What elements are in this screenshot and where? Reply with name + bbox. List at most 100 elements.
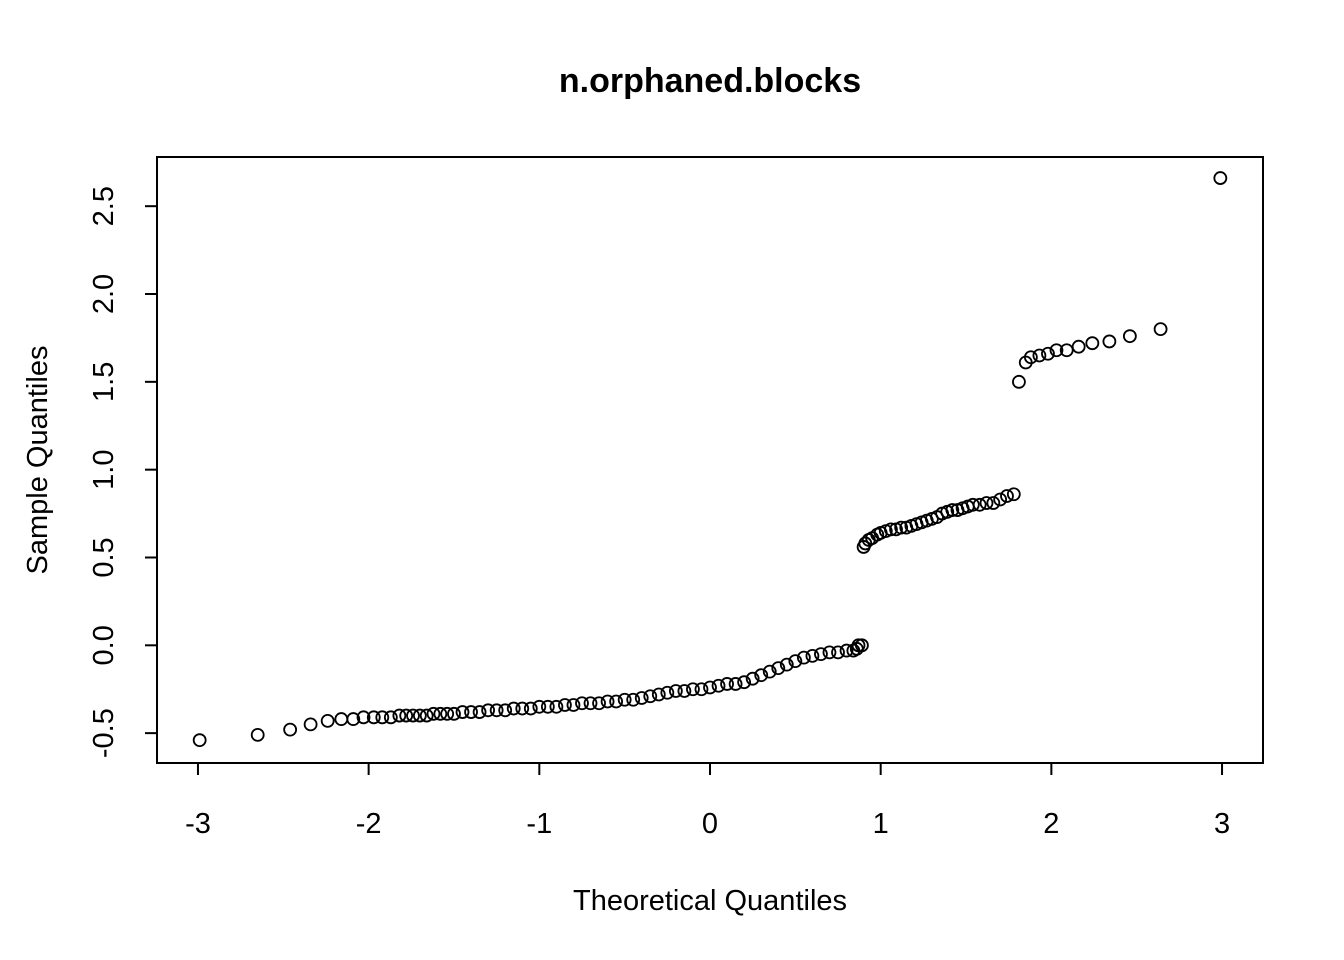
data-point [558,698,572,712]
data-point [440,706,455,721]
data-point [472,705,487,719]
data-point [1032,348,1047,363]
data-point [651,687,666,702]
x-tick-label: -3 [185,808,211,840]
data-point [711,678,726,693]
data-point [617,692,632,707]
data-point [192,733,207,748]
y-axis: -0.5 0.0 0.5 1.0 1.5 2.0 2.5 [88,186,158,758]
data-point [634,691,649,705]
data-point [523,701,538,716]
data-point [839,643,854,658]
data-point [805,648,820,663]
data-point [754,668,769,683]
data-point [506,701,521,716]
y-tick-label: 2.0 [88,274,120,314]
data-point [677,684,692,698]
x-tick-label: 0 [702,808,718,840]
data-point [1023,350,1038,365]
data-point [720,677,734,691]
data-point [250,727,265,742]
y-tick-label: 2.5 [88,186,120,226]
data-point [283,722,298,737]
data-point [965,497,980,512]
data-point [737,675,752,690]
data-point [851,638,866,653]
data-point [399,708,414,723]
y-tick-label: 1.5 [88,362,120,402]
data-point [822,645,837,660]
data-point [592,696,606,711]
data-point [779,657,794,672]
x-tick-label: -1 [526,808,552,840]
y-tick-label: 0.5 [88,537,120,577]
data-point [771,661,786,676]
data-point [464,705,478,719]
data-point [320,713,335,728]
x-tick-label: -2 [356,808,382,840]
data-point [972,497,987,512]
x-tick-label: 1 [873,808,889,840]
data-point [346,712,361,726]
data-point [375,710,390,725]
y-axis-label: Sample Quantiles [22,346,54,575]
data-point [383,710,398,725]
data-point [412,708,427,723]
data-point [884,522,898,537]
data-point [694,682,709,697]
x-tick-label: 3 [1214,808,1230,840]
data-point [703,680,717,695]
data-point [1071,339,1086,354]
data-point [728,677,743,691]
data-point [549,699,564,714]
data-point [426,706,441,721]
data-points [192,171,1228,748]
data-point [1122,329,1137,344]
data-point [575,696,589,711]
data-point [566,698,581,712]
data-point [668,684,683,698]
plot-frame [156,156,1264,764]
x-axis: -3 -2 -1 0 1 2 3 [185,762,1230,840]
data-point [762,664,777,679]
data-point [855,638,869,653]
data-point [1059,343,1074,358]
data-point [1049,343,1064,358]
data-point [1102,334,1117,349]
data-point [366,710,381,725]
data-point [745,671,760,686]
data-point [609,694,624,709]
data-point [1041,346,1055,361]
data-point [583,696,598,711]
data-point [1213,171,1228,185]
data-point [643,689,658,704]
chart-title: n.orphaned.blocks [559,62,861,100]
y-tick-label: -0.5 [88,708,120,758]
x-axis-label: Theoretical Quantiles [573,885,847,917]
data-point [626,692,641,707]
data-point [1006,487,1021,502]
data-point [498,703,513,718]
data-point [1000,489,1014,503]
x-tick-label: 2 [1043,808,1059,840]
data-point [334,712,349,726]
data-point [455,705,470,719]
data-point [600,694,615,709]
data-point [986,496,1001,510]
data-point [796,650,811,665]
data-point [686,682,700,697]
data-point [894,520,909,535]
data-point [356,710,371,725]
data-point [945,503,960,517]
data-point [993,492,1008,507]
data-point [788,654,803,669]
data-point [447,706,461,721]
data-point [660,685,675,700]
data-point [489,703,504,718]
data-point [515,701,530,716]
data-point [814,647,828,661]
data-point [433,706,448,721]
data-point [392,708,407,723]
data-point [532,699,547,714]
data-point [1085,336,1100,351]
